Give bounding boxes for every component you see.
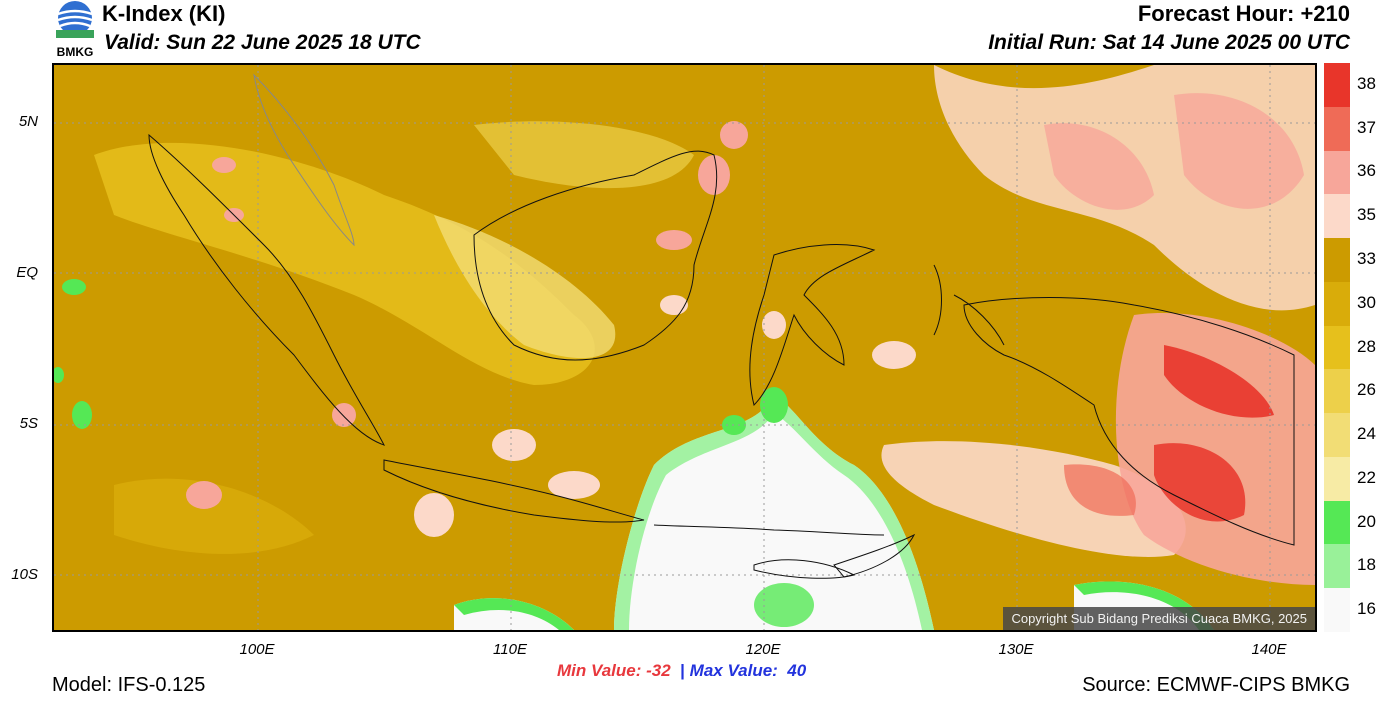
colorbar-segment [1324,325,1350,370]
colorbar-label: 38 [1357,73,1376,93]
colorbar-label: 26 [1357,380,1376,400]
colorbar-label: 20 [1357,511,1376,531]
colorbar-label: 16 [1357,599,1376,619]
min-max-values: Min Value: -32 | Max Value: 40 [557,661,806,681]
colorbar-label: 36 [1357,161,1376,181]
colorbar [1324,63,1350,632]
k-index-map: Copyright Sub Bidang Prediksi Cuaca BMKG… [52,63,1317,632]
max-label: Max Value: [689,661,778,680]
lon-label-140e: 140E [1251,641,1287,658]
colorbar-label: 37 [1357,117,1376,137]
lat-label-5s: 5S [19,415,38,432]
colorbar-segment [1324,281,1350,326]
min-label: Min Value: [557,661,642,680]
lon-label-110e: 110E [493,641,527,658]
colorbar-segment [1324,63,1350,107]
colorbar-label: 18 [1357,555,1376,575]
forecast-hour: Forecast Hour: +210 [1137,1,1350,26]
logo-text: BMKG [57,45,94,59]
bmkg-logo: BMKG [50,0,100,60]
colorbar-segment [1324,106,1350,151]
colorbar-label: 28 [1357,336,1376,356]
colorbar-label: 24 [1357,424,1376,444]
colorbar-segment [1324,194,1350,239]
lon-label-100e: 100E [239,641,275,658]
contour-fills [54,65,1315,630]
copyright-notice: Copyright Sub Bidang Prediksi Cuaca BMKG… [1003,607,1315,630]
model-label: Model: IFS-0.125 [52,674,206,696]
colorbar-segment [1324,150,1350,195]
lat-label-5n: 5N [18,113,38,130]
coastlines [148,73,1295,579]
valid-time: Valid: Sun 22 June 2025 18 UTC [104,31,421,54]
initial-run: Initial Run: Sat 14 June 2025 00 UTC [988,31,1350,54]
colorbar-segment [1324,369,1350,414]
lat-lon-gridlines [54,65,1315,630]
colorbar-label: 35 [1357,205,1376,225]
colorbar-segment [1324,456,1350,501]
colorbar-segment [1324,500,1350,545]
colorbar-segment [1324,413,1350,457]
map-title: K-Index (KI) [102,1,226,26]
max-value: 40 [787,661,807,680]
colorbar-label: 30 [1357,292,1376,312]
lat-label-eq: EQ [16,264,38,281]
lon-label-130e: 130E [998,641,1034,658]
min-value: -32 [646,661,671,680]
separator: | [680,661,685,680]
colorbar-segment [1324,588,1350,632]
colorbar-label: 33 [1357,248,1376,268]
colorbar-segment [1324,544,1350,589]
source-label: Source: ECMWF-CIPS BMKG [1082,674,1350,696]
lat-label-10s: 10S [11,566,38,583]
lon-label-120e: 120E [745,641,781,658]
colorbar-segment [1324,238,1350,282]
colorbar-label: 22 [1357,467,1376,487]
